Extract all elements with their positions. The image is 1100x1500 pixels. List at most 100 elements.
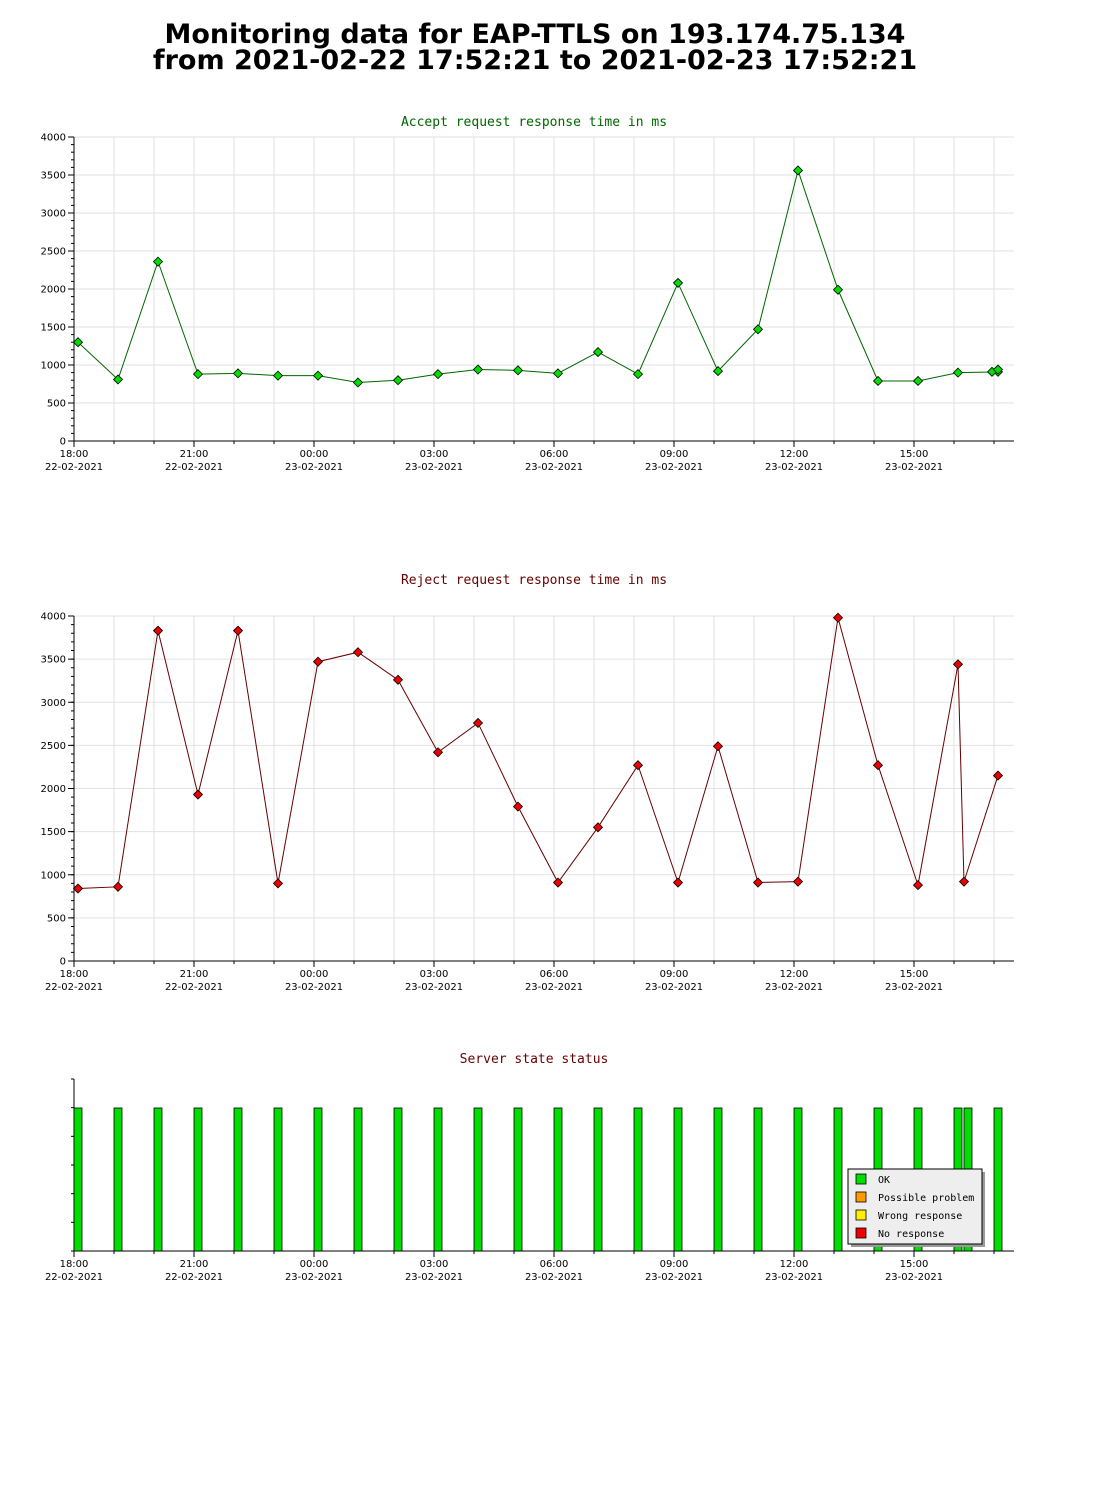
data-point: [672, 877, 684, 888]
x-tick-label-date: 22-02-2021: [165, 462, 223, 473]
data-point: [872, 375, 884, 387]
data-point: [592, 822, 604, 833]
status-bar: [313, 1107, 323, 1252]
status-bar: [593, 1107, 603, 1252]
status-bar: [673, 1107, 683, 1252]
y-tick-label: 2500: [41, 247, 66, 258]
status-bar: [273, 1107, 283, 1252]
status-bar: [833, 1107, 843, 1252]
x-tick-label-date: 23-02-2021: [765, 462, 823, 473]
x-tick-label-time: 09:00: [660, 449, 689, 460]
data-point: [512, 801, 524, 812]
x-tick-label-date: 23-02-2021: [885, 462, 943, 473]
data-point: [792, 876, 804, 887]
y-tick-label: 3000: [41, 209, 66, 220]
y-tick-label: 0: [60, 437, 66, 448]
data-point: [152, 256, 164, 267]
x-tick-label-time: 06:00: [540, 449, 569, 460]
x-tick-label-time: 21:00: [180, 969, 209, 980]
legend-box: [847, 1168, 983, 1245]
x-tick-label-time: 03:00: [420, 1259, 449, 1270]
x-tick-label-time: 12:00: [780, 1259, 809, 1270]
data-point: [152, 625, 164, 636]
x-tick-label-date: 23-02-2021: [525, 982, 583, 993]
x-tick-label-date: 23-02-2021: [885, 1272, 943, 1283]
data-point: [112, 881, 124, 892]
data-point: [472, 364, 484, 375]
x-tick-label-time: 12:00: [780, 449, 809, 460]
data-point: [72, 883, 84, 894]
data-point: [632, 369, 644, 380]
page-title-line-2: from 2021-02-22 17:52:21 to 2021-02-23 1…: [152, 45, 918, 76]
y-tick-label: 1500: [41, 323, 66, 334]
x-tick-label-date: 23-02-2021: [405, 462, 463, 473]
x-tick-label-date: 23-02-2021: [285, 462, 343, 473]
x-tick-label-time: 21:00: [180, 449, 209, 460]
y-tick-label: 3500: [41, 655, 66, 666]
x-tick-label-date: 22-02-2021: [45, 982, 103, 993]
x-tick-label-date: 23-02-2021: [405, 1272, 463, 1283]
y-tick-label: 4000: [41, 133, 66, 144]
y-tick-label: 4000: [41, 612, 66, 623]
x-tick-label-time: 12:00: [780, 969, 809, 980]
data-point: [472, 717, 484, 729]
legend-swatch: [855, 1173, 867, 1185]
data-point: [672, 277, 684, 288]
x-tick-label-time: 00:00: [300, 969, 329, 980]
x-tick-label-time: 03:00: [420, 449, 449, 460]
data-point: [992, 770, 1004, 781]
data-point: [232, 625, 244, 636]
chart-title: Accept request response time in ms: [401, 115, 667, 130]
status-bar: [193, 1107, 203, 1252]
data-point: [392, 375, 404, 386]
status-bar: [233, 1107, 243, 1252]
data-point: [958, 876, 970, 887]
data-point: [272, 878, 284, 889]
y-tick-label: 1000: [41, 361, 66, 372]
x-tick-label-date: 23-02-2021: [525, 462, 583, 473]
chart-title: Server state status: [460, 1052, 609, 1067]
x-tick-label-date: 23-02-2021: [285, 982, 343, 993]
status-bar: [753, 1107, 763, 1252]
data-point: [352, 377, 364, 388]
y-tick-label: 500: [47, 913, 66, 924]
y-tick-label: 0: [60, 957, 66, 968]
y-tick-label: 3000: [41, 698, 66, 709]
series-line: [77, 617, 999, 890]
data-point: [632, 760, 644, 771]
series-line: [77, 168, 999, 383]
data-point: [272, 370, 284, 381]
x-tick-label-date: 23-02-2021: [405, 982, 463, 993]
x-tick-label-date: 23-02-2021: [765, 982, 823, 993]
x-tick-label-date: 23-02-2021: [525, 1272, 583, 1283]
status-bar: [353, 1107, 363, 1252]
line-chart-1: Reject request response time in ms 0 500 10…: [41, 573, 1014, 993]
status-bar: [393, 1107, 403, 1252]
x-tick-label-time: 09:00: [660, 969, 689, 980]
status-bar: [793, 1107, 803, 1252]
x-tick-label-time: 09:00: [660, 1259, 689, 1270]
status-bar: [553, 1107, 563, 1252]
page-title: Monitoring data for EAP-TTLS on 193.174.…: [0, 21, 1070, 76]
data-point: [352, 647, 364, 658]
x-tick-label-date: 22-02-2021: [165, 982, 223, 993]
x-tick-label-time: 15:00: [900, 449, 929, 460]
x-tick-label-date: 23-02-2021: [285, 1272, 343, 1283]
y-tick-label: 2000: [41, 285, 66, 296]
status-bar: [73, 1107, 83, 1252]
data-point: [192, 789, 204, 800]
data-point: [392, 674, 404, 685]
legend-label: Wrong response: [878, 1211, 962, 1222]
data-point: [752, 877, 764, 888]
x-tick-label-time: 15:00: [900, 969, 929, 980]
legend-swatch: [855, 1227, 867, 1239]
data-point: [232, 368, 244, 379]
data-point: [792, 165, 804, 176]
status-bar: [113, 1107, 123, 1252]
data-point: [752, 324, 764, 335]
x-tick-label-time: 00:00: [300, 449, 329, 460]
y-tick-label: 1000: [41, 870, 66, 881]
x-tick-label-time: 06:00: [540, 1259, 569, 1270]
status-bar: [993, 1107, 1003, 1252]
